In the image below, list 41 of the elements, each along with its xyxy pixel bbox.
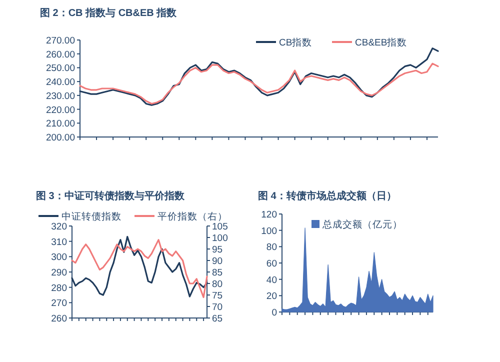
y2-tick-label: 100 xyxy=(212,233,228,244)
legend-label: 平价指数（右） xyxy=(158,210,228,222)
y2-tick-label: 75 xyxy=(212,290,223,302)
y-tick-label: 320 xyxy=(51,222,67,232)
y-tick-label: 270 xyxy=(51,298,67,310)
y-tick-label: 250.00 xyxy=(46,63,75,74)
y-tick-label: 60 xyxy=(266,258,277,270)
chart-title: 图 4：转债市场总成交额（日） xyxy=(258,190,396,202)
y2-tick-label: 95 xyxy=(212,244,223,256)
y-tick-label: 310 xyxy=(51,236,67,248)
y-tick-label: 20 xyxy=(266,291,277,302)
y-tick-label: 210.00 xyxy=(46,118,75,130)
y-tick-label: 40 xyxy=(266,274,277,286)
y-tick-label: 260 xyxy=(51,314,67,324)
y2-tick-label: 85 xyxy=(212,268,223,278)
chart-title: 图 3：中证可转债指数与平价指数 xyxy=(36,190,186,202)
y2-tick-label: 90 xyxy=(212,256,223,267)
y-tick-label: 100 xyxy=(261,226,277,237)
y-tick-label: 0 xyxy=(272,308,277,318)
y-tick-label: 280 xyxy=(51,282,67,294)
y2-tick-label: 80 xyxy=(212,279,223,290)
chart-title: 图 2：CB 指数与 CB&EB 指数 xyxy=(40,7,178,19)
y-tick-label: 120 xyxy=(261,210,277,220)
y2-tick-label: 105 xyxy=(212,222,228,232)
legend-label: CB指数 xyxy=(279,36,312,48)
legend-label: 总成交额（亿元） xyxy=(322,218,402,230)
y-tick-label: 200.00 xyxy=(46,132,75,144)
y2-tick-label: 70 xyxy=(212,302,223,313)
y-tick-label: 230.00 xyxy=(46,90,75,102)
y2-tick-label: 65 xyxy=(212,314,223,324)
line-series xyxy=(79,48,439,106)
y-tick-label: 220.00 xyxy=(46,104,75,116)
y-tick-label: 240.00 xyxy=(46,77,75,88)
y-tick-label: 290 xyxy=(51,268,67,278)
y-tick-label: 80 xyxy=(266,242,277,254)
y-tick-label: 260.00 xyxy=(46,49,75,60)
line-series xyxy=(79,62,439,105)
y-tick-label: 300 xyxy=(51,252,67,264)
y-tick-label: 270.00 xyxy=(46,36,75,46)
legend-label: CB&EB指数 xyxy=(355,36,408,48)
legend-label: 中证转债指数 xyxy=(62,210,122,222)
